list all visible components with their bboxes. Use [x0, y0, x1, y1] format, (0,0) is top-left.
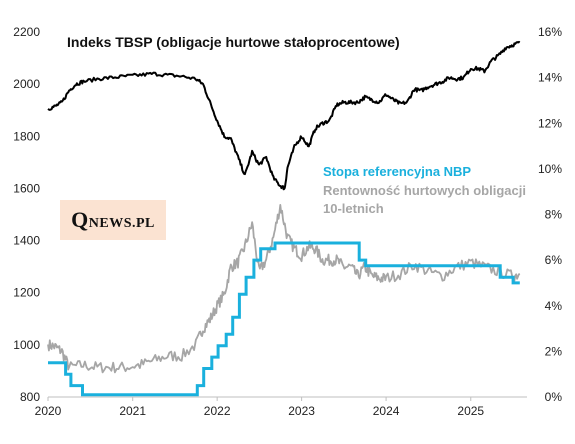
- y-right-tick-label: 2%: [545, 344, 563, 358]
- x-tick-label: 2023: [288, 404, 315, 418]
- tbsp-series-group: [47, 40, 521, 191]
- y-left-tick-label: 2000: [13, 77, 40, 91]
- y-right-tick-label: 16%: [538, 25, 562, 39]
- y-left-tick-label: 1200: [13, 286, 40, 300]
- y-right-tick-label: 14%: [538, 71, 562, 85]
- tbsp-line: [47, 40, 521, 191]
- y-left-tick-label: 2200: [13, 25, 40, 39]
- legend-yield-label-line2: 10-letnich: [323, 201, 384, 216]
- y-right-tick-label: 6%: [545, 253, 563, 267]
- y-right-tick-label: 4%: [545, 299, 563, 313]
- x-tick-label: 2020: [35, 404, 62, 418]
- logo-text: QNEWS.PL: [71, 207, 155, 232]
- y-left-tick-label: 1600: [13, 181, 40, 195]
- y-right-tick-label: 12%: [538, 116, 562, 130]
- chart-title: Indeks TBSP (obligacje hurtowe stałoproc…: [67, 34, 400, 50]
- yield-series-group: [47, 204, 521, 374]
- yield-line: [47, 204, 521, 374]
- y-right-tick-label: 10%: [538, 162, 562, 176]
- x-tick-label: 2021: [119, 404, 146, 418]
- rate-series-group: [48, 241, 520, 397]
- x-tick-label: 2025: [457, 404, 484, 418]
- axes-group: 2020 2021 2022 2023 2024 2025 800 1000 1200 1400 1…: [13, 25, 562, 418]
- y-left-tick-label: 1400: [13, 234, 40, 248]
- y-left-tick-label: 800: [20, 390, 40, 404]
- y-right-tick-label: 8%: [545, 208, 563, 222]
- y-left-tick-label: 1800: [13, 129, 40, 143]
- y-right-tick-label: 0%: [545, 390, 563, 404]
- qnews-logo: QNEWS.PL: [60, 200, 166, 240]
- legend-yield-label-line1: Rentowność hurtowych obligacji: [323, 183, 526, 198]
- x-tick-label: 2022: [204, 404, 231, 418]
- x-tick-label: 2024: [373, 404, 400, 418]
- y-left-tick-label: 1000: [13, 338, 40, 352]
- rate-line: [48, 241, 520, 397]
- legend-rate-label: Stopa referencyjna NBP: [323, 164, 471, 179]
